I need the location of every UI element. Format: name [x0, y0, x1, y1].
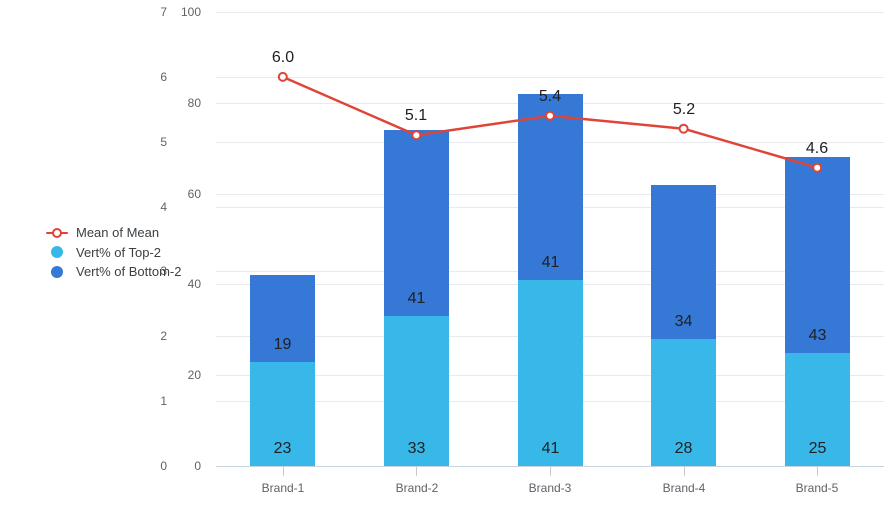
- legend-item[interactable]: Vert% of Bottom-2: [46, 262, 182, 282]
- legend-dot-icon: [46, 265, 68, 278]
- x-axis-tick: [817, 467, 818, 476]
- legend-item[interactable]: Mean of Mean: [46, 223, 182, 243]
- bar-segment-bottom2: [384, 130, 449, 316]
- left-axis-tick-label: 3: [160, 264, 167, 278]
- gridline-left-axis: [216, 77, 884, 78]
- x-axis-category-label: Brand-4: [662, 481, 706, 495]
- bar-segment-top2: [518, 280, 583, 466]
- mean-value-label: 5.1: [404, 107, 428, 124]
- secondary-axis-tick-label: 60: [187, 187, 201, 201]
- x-axis-category-label: Brand-5: [795, 481, 839, 495]
- secondary-axis-tick-label: 100: [180, 5, 201, 19]
- left-axis-tick-label: 1: [160, 394, 167, 408]
- bar-value-label: 28: [674, 440, 693, 457]
- bar-value-label: 19: [273, 336, 292, 353]
- gridline-right-axis: [216, 12, 884, 13]
- bar-value-label: 41: [407, 290, 426, 307]
- legend-dot-icon: [46, 246, 68, 259]
- secondary-axis-tick-label: 20: [187, 368, 201, 382]
- left-axis-tick-label: 4: [160, 200, 167, 214]
- chart-legend: Mean of Mean Vert% of Top-2 Vert% of Botto…: [46, 223, 182, 282]
- legend-item-label: Vert% of Top-2: [76, 244, 162, 260]
- bar-value-label: 25: [808, 440, 827, 457]
- legend-line-marker-icon: [46, 227, 68, 239]
- bar-value-label: 34: [674, 313, 693, 330]
- secondary-axis-tick-label: 40: [187, 277, 201, 291]
- left-axis-tick-label: 6: [160, 70, 167, 84]
- x-axis-tick: [283, 467, 284, 476]
- legend-item[interactable]: Vert% of Top-2: [46, 243, 182, 263]
- bar-segment-top2: [785, 353, 850, 466]
- mean-value-label: 5.2: [672, 101, 696, 118]
- left-axis-tick-label: 2: [160, 329, 167, 343]
- x-axis-tick: [550, 467, 551, 476]
- x-axis-category-label: Brand-3: [528, 481, 572, 495]
- mean-value-label: 6.0: [271, 49, 295, 66]
- x-axis-category-label: Brand-2: [395, 481, 439, 495]
- bar-value-label: 23: [273, 440, 292, 457]
- bar-value-label: 43: [808, 327, 827, 344]
- bar-segment-bottom2: [250, 275, 315, 362]
- x-axis-line: [216, 466, 884, 467]
- legend-item-label: Vert% of Bottom-2: [76, 264, 182, 280]
- bar-segment-bottom2: [518, 94, 583, 280]
- secondary-axis-tick-label: 0: [194, 459, 201, 473]
- mean-value-label: 5.4: [538, 88, 562, 105]
- bar-segment-bottom2: [785, 157, 850, 353]
- bar-segment-bottom2: [651, 185, 716, 339]
- bar-value-label: 41: [541, 440, 560, 457]
- bar-segment-top2: [651, 339, 716, 466]
- mean-line-point: [678, 123, 689, 134]
- x-axis-tick: [684, 467, 685, 476]
- x-axis-tick: [416, 467, 417, 476]
- bar-segment-top2: [384, 316, 449, 466]
- left-axis-tick-label: 7: [160, 5, 167, 19]
- mean-value-label: 4.6: [805, 140, 829, 157]
- bar-value-label: 33: [407, 440, 426, 457]
- secondary-axis-tick-label: 80: [187, 96, 201, 110]
- x-axis-category-label: Brand-1: [261, 481, 305, 495]
- left-axis-tick-label: 5: [160, 135, 167, 149]
- left-axis-tick-label: 0: [160, 459, 167, 473]
- legend-item-label: Mean of Mean: [76, 225, 160, 241]
- bar-value-label: 41: [541, 254, 560, 271]
- bar-segment-top2: [250, 362, 315, 466]
